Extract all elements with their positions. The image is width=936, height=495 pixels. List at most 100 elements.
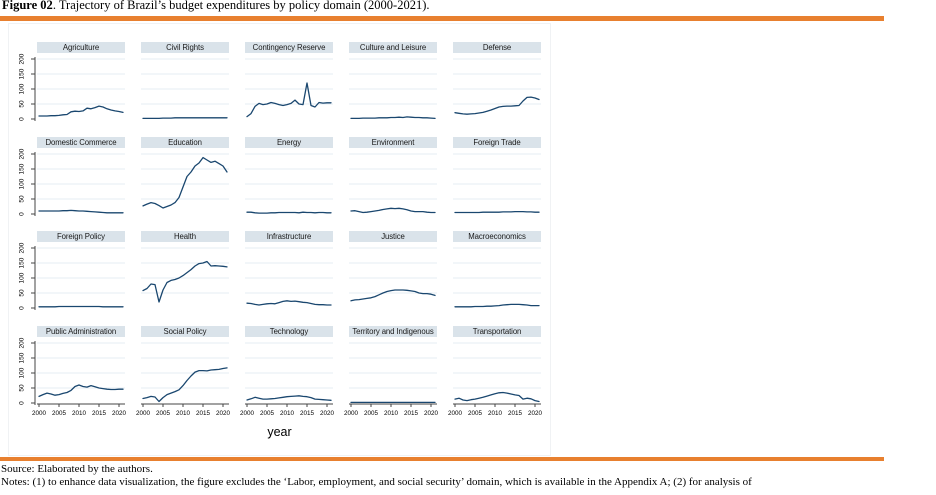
panel-title: Civil Rights bbox=[141, 42, 229, 53]
x-tick-label: 2005 bbox=[468, 410, 483, 417]
panel-title: Social Policy bbox=[141, 325, 229, 337]
figure-chart: Agriculture Civil Rights Contingency Reser… bbox=[8, 23, 551, 456]
y-tick-label: 200 bbox=[19, 53, 26, 64]
panel-contingency-reserve: Contingency Reserve bbox=[245, 42, 333, 123]
y-tick-label: 150 bbox=[19, 68, 26, 79]
x-tick-label: 2010 bbox=[384, 410, 399, 417]
panel-plot bbox=[37, 153, 125, 213]
panel-title: Education bbox=[141, 136, 229, 148]
panel-plot bbox=[349, 153, 437, 213]
figure-title-text: . Trajectory of Brazil’s budget expendit… bbox=[52, 0, 430, 12]
y-tick-label: 200 bbox=[19, 242, 26, 253]
x-tick-label: 2000 bbox=[240, 410, 255, 417]
panel-line bbox=[38, 105, 124, 117]
panel-title: Culture and Leisure bbox=[349, 42, 437, 53]
panel-energy: Energy bbox=[245, 136, 333, 218]
x-axis-col-4: 2000 2005 2010 2015 2020 bbox=[344, 403, 439, 417]
panel-agriculture: Agriculture bbox=[37, 42, 125, 123]
x-tick-label: 2010 bbox=[72, 410, 87, 417]
panel-title: Agriculture bbox=[37, 42, 125, 53]
x-tick-label: 2000 bbox=[344, 410, 359, 417]
y-tick-label: 100 bbox=[19, 367, 26, 378]
panel-plot bbox=[349, 247, 437, 302]
figure-caption: Figure 02. Trajectory of Brazil’s budget… bbox=[2, 0, 429, 13]
panel-plot bbox=[245, 58, 333, 118]
x-tick-label: 2020 bbox=[424, 410, 439, 417]
x-tick-label: 2020 bbox=[216, 410, 231, 417]
x-tick-label: 2010 bbox=[280, 410, 295, 417]
panel-environment: Environment bbox=[349, 136, 437, 218]
y-tick-label: 150 bbox=[19, 257, 26, 268]
notes-line: Notes: (1) to enhance data visualization… bbox=[1, 476, 752, 488]
y-tick-label: 100 bbox=[19, 272, 26, 283]
panel-title: Health bbox=[141, 231, 229, 242]
x-tick-label: 2020 bbox=[112, 410, 127, 417]
y-tick-label: 100 bbox=[19, 83, 26, 94]
panel-transportation: Transportation bbox=[453, 325, 541, 407]
x-tick-label: 2010 bbox=[488, 410, 503, 417]
panel-line bbox=[142, 117, 228, 120]
panel-plot bbox=[453, 153, 541, 213]
panel-line bbox=[246, 300, 332, 306]
y-tick-label: 100 bbox=[19, 178, 26, 189]
panel-line bbox=[454, 210, 540, 213]
x-tick-label: 2000 bbox=[136, 410, 151, 417]
y-tick-label: 50 bbox=[19, 195, 26, 203]
panel-public-administration: Public Administration bbox=[37, 325, 125, 407]
panel-line bbox=[350, 289, 436, 302]
panel-title: Energy bbox=[245, 136, 333, 148]
y-tick-label: 150 bbox=[19, 163, 26, 174]
panel-culture-and-leisure: Culture and Leisure bbox=[349, 42, 437, 123]
panel-title: Territory and Indigenous bbox=[349, 325, 437, 337]
panel-plot bbox=[245, 153, 333, 214]
x-tick-label: 2015 bbox=[196, 410, 211, 417]
panel-title: Environment bbox=[349, 136, 437, 148]
y-tick-label: 200 bbox=[19, 148, 26, 159]
x-tick-label: 2005 bbox=[364, 410, 379, 417]
y-tick-label: 150 bbox=[19, 352, 26, 363]
x-tick-label: 2005 bbox=[156, 410, 171, 417]
panel-line bbox=[350, 116, 436, 120]
panel-line bbox=[142, 260, 228, 303]
panel-line bbox=[38, 383, 124, 397]
panel-title: Transportation bbox=[453, 325, 541, 337]
panel-title: Macroeconomics bbox=[453, 231, 541, 242]
x-tick-label: 2020 bbox=[320, 410, 335, 417]
panel-plot bbox=[141, 342, 229, 402]
panel-plot bbox=[141, 58, 229, 120]
panel-line bbox=[246, 211, 332, 214]
x-tick-label: 2015 bbox=[300, 410, 315, 417]
y-tick-label: 0 bbox=[19, 306, 26, 310]
x-tick-label: 2015 bbox=[508, 410, 523, 417]
x-tick-label: 2015 bbox=[404, 410, 419, 417]
x-axis-col-5: 2000 2005 2010 2015 2020 bbox=[448, 403, 542, 417]
y-axis-row-3: 0 50 100 150 200 bbox=[19, 242, 36, 310]
panel-plot bbox=[453, 247, 541, 308]
panel-health: Health bbox=[141, 231, 229, 312]
panel-title: Contingency Reserve bbox=[245, 42, 333, 53]
panel-line bbox=[454, 303, 540, 308]
y-tick-label: 0 bbox=[19, 117, 26, 121]
panel-line bbox=[142, 156, 228, 209]
panel-plot bbox=[141, 247, 229, 303]
panel-title: Technology bbox=[245, 325, 333, 337]
panel-title: Foreign Trade bbox=[453, 136, 541, 148]
panel-plot bbox=[453, 58, 541, 115]
panel-infrastructure: Infrastructure bbox=[245, 231, 333, 312]
panel-line bbox=[454, 391, 540, 402]
panel-justice: Justice bbox=[349, 231, 437, 312]
panel-line bbox=[246, 394, 332, 401]
panel-plot bbox=[37, 58, 125, 117]
panel-civil-rights: Civil Rights bbox=[141, 42, 229, 123]
x-axis-title: year bbox=[267, 425, 292, 439]
panel-line bbox=[38, 209, 124, 213]
source-line: Source: Elaborated by the authors. bbox=[1, 463, 153, 475]
y-tick-label: 0 bbox=[19, 400, 26, 404]
y-tick-label: 0 bbox=[19, 211, 26, 215]
panel-defense: Defense bbox=[453, 42, 541, 123]
x-tick-label: 2015 bbox=[92, 410, 107, 417]
x-axis-col-3: 2000 2005 2010 2015 2020 bbox=[240, 403, 335, 417]
panel-line bbox=[350, 207, 436, 213]
panel-title: Defense bbox=[453, 42, 541, 53]
x-tick-label: 2000 bbox=[32, 410, 47, 417]
